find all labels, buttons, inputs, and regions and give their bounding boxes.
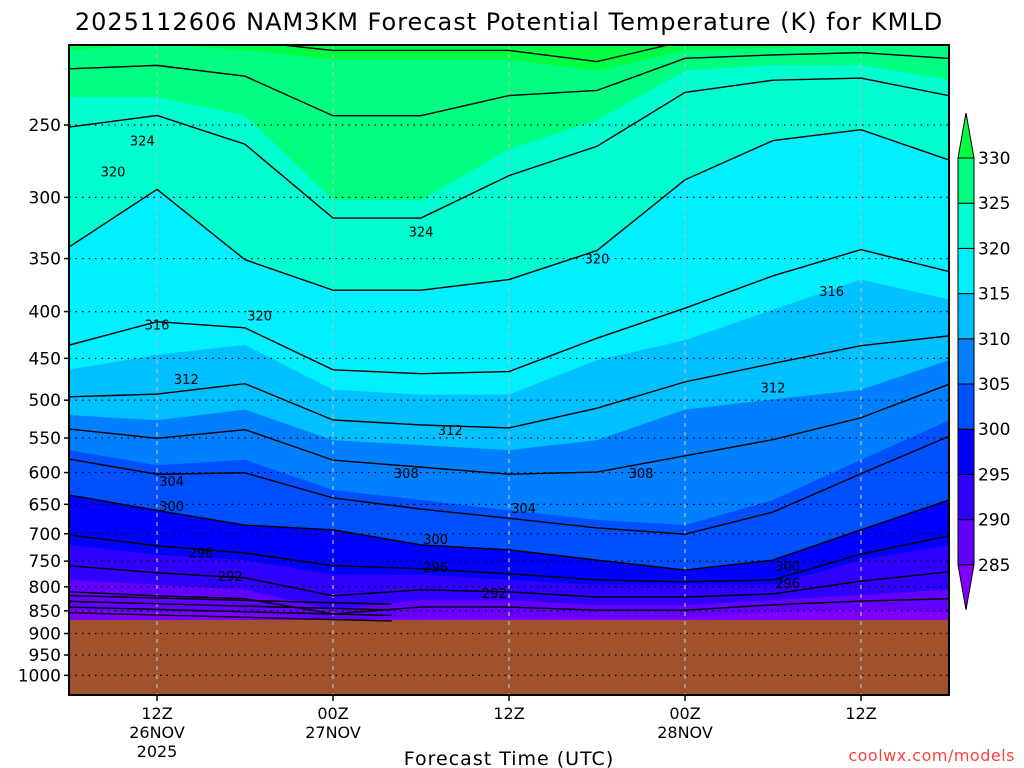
y-tick-label: 950 <box>29 646 61 666</box>
x-tick-label: 12Z <box>493 704 524 723</box>
y-tick-label: 850 <box>29 602 61 622</box>
colorbar-swatch <box>957 519 975 566</box>
contour-label: 320 <box>585 253 610 268</box>
colorbar-swatch <box>957 293 975 340</box>
colorbar-label: 305 <box>978 375 1010 395</box>
colorbar-label: 310 <box>978 330 1010 350</box>
contour-label: 304 <box>159 475 184 490</box>
colorbar-label: 295 <box>978 465 1010 485</box>
colorbar-swatch <box>957 157 975 204</box>
contour-line-296 <box>69 534 949 583</box>
contour-label: 300 <box>159 500 184 515</box>
contour-line-316 <box>69 248 949 375</box>
colorbar-label: 315 <box>978 285 1010 305</box>
x-axis-label: Forecast Time (UTC) <box>404 748 614 768</box>
contour-line-328 <box>69 51 949 117</box>
contour-label: 304 <box>511 502 536 517</box>
contour-label: 316 <box>145 318 170 333</box>
colorbar-label: 325 <box>978 194 1010 214</box>
contour-label: 316 <box>819 285 844 300</box>
contour-label: 300 <box>423 533 448 548</box>
contour-line-292 <box>69 565 949 598</box>
contour-line-320 <box>69 129 949 291</box>
y-tick-label: 350 <box>29 250 61 270</box>
contour-label: 292 <box>482 587 507 602</box>
contour-line-low <box>69 594 392 605</box>
contour-label: 320 <box>247 310 272 325</box>
x-tick-label: 26NOV <box>129 723 185 742</box>
contour-line-332 <box>275 45 671 63</box>
contour-label: 292 <box>218 570 243 585</box>
contour-line-low <box>69 606 392 617</box>
colorbar-swatch <box>957 473 975 521</box>
contour-label: 312 <box>174 373 199 388</box>
colorbar-swatch <box>957 383 975 430</box>
colorbar-swatch <box>957 202 975 249</box>
contour-labels: 324 320 324 320 316 320 316 312 312 312 308 308 304 3… <box>101 135 844 603</box>
contour-line-324 <box>69 77 949 219</box>
colorbar-bottom-triangle <box>957 564 975 610</box>
y-tick-label: 300 <box>29 188 61 208</box>
contour-line-low <box>69 600 392 611</box>
colorbar-label: 320 <box>978 239 1010 259</box>
contour-label: 324 <box>130 135 155 150</box>
colorbar-swatch <box>957 338 975 385</box>
x-tick-label: 28NOV <box>657 723 713 742</box>
y-tick-label: 500 <box>29 391 61 411</box>
contour-line-308 <box>69 383 949 475</box>
contour-label: 308 <box>629 467 654 482</box>
y-tick-label: 450 <box>29 349 61 369</box>
contour-line-304 <box>69 435 949 535</box>
contour-label: 296 <box>775 577 800 592</box>
y-axis: 250 300 350 400 450 500 550 600 650 700 750 800 850 9… <box>18 116 69 686</box>
colorbar-label: 330 <box>978 149 1010 169</box>
y-tick-label: 750 <box>29 552 61 572</box>
y-tick-label: 800 <box>29 578 61 598</box>
colorbar: 285 290 295 300 305 310 315 320 325 330 <box>957 112 1010 610</box>
contour-line-low <box>69 612 392 622</box>
colorbar-label: 290 <box>978 511 1010 531</box>
contour-label: 296 <box>423 561 448 576</box>
y-tick-label: 650 <box>29 495 61 515</box>
colorbar-swatch <box>957 428 975 475</box>
contour-label: 308 <box>394 467 419 482</box>
y-tick-label: 600 <box>29 464 61 484</box>
contour-line-300 <box>69 494 949 571</box>
colorbar-swatch <box>957 247 975 295</box>
contour-lines <box>69 45 949 622</box>
y-tick-label: 550 <box>29 429 61 449</box>
credit-link[interactable]: coolwx.com/models <box>848 746 1015 765</box>
chart-title: 2025112606 NAM3KM Forecast Potential Tem… <box>75 8 943 36</box>
y-tick-label: 700 <box>29 525 61 545</box>
contour-label: 320 <box>101 165 126 180</box>
contour-line-288 <box>69 591 949 615</box>
contour-label: 312 <box>761 381 786 396</box>
contour-label: 312 <box>438 424 463 439</box>
x-tick-label: 2025 <box>137 742 178 761</box>
y-tick-label: 1000 <box>18 666 61 686</box>
x-tick-label: 00Z <box>669 704 700 723</box>
x-tick-label: 12Z <box>141 704 172 723</box>
x-tick-label: 27NOV <box>305 723 361 742</box>
colorbar-top-triangle <box>957 112 975 159</box>
contour-label: 296 <box>189 547 214 562</box>
x-tick-label: 00Z <box>317 704 348 723</box>
contour-label: 324 <box>409 226 434 241</box>
colorbar-label: 285 <box>978 556 1010 576</box>
colorbar-label: 300 <box>978 420 1010 440</box>
y-tick-label: 250 <box>29 116 61 136</box>
contour-line-312 <box>69 335 949 429</box>
y-tick-label: 900 <box>29 625 61 645</box>
y-tick-label: 400 <box>29 303 61 323</box>
x-tick-label: 12Z <box>845 704 876 723</box>
contour-label: 300 <box>775 560 800 575</box>
